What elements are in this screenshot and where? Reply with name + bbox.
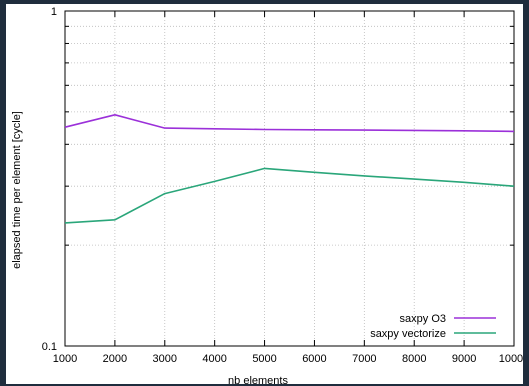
x-tick-label: 1000 — [53, 353, 77, 365]
y-tick-label: 1 — [51, 6, 57, 18]
x-tick-label: 10000 — [499, 353, 523, 365]
series-line-saxpy-o3 — [64, 114, 515, 133]
line-chart: 1000 2000 3000 4000 5000 6000 7000 8000 9000 1000… — [11, 6, 523, 384]
x-tick-label: 2000 — [103, 353, 127, 365]
grid-lines — [65, 11, 514, 346]
x-tick-label: 8000 — [402, 353, 426, 365]
tick-labels: 1000 2000 3000 4000 5000 6000 7000 8000 9000 1000… — [42, 6, 523, 365]
axes — [64, 10, 515, 347]
x-tick-label: 9000 — [452, 353, 476, 365]
plot-border — [64, 10, 515, 347]
x-tick-label: 6000 — [302, 353, 326, 365]
x-tick-label: 7000 — [352, 353, 376, 365]
x-tick-label: 5000 — [252, 353, 276, 365]
chart-frame: 1000 2000 3000 4000 5000 6000 7000 8000 9000 1000… — [6, 4, 523, 384]
series-lines — [64, 114, 515, 224]
x-tick-label: 4000 — [202, 353, 226, 365]
y-axis-label: elapsed time per element [cycle] — [11, 111, 23, 269]
series-line-saxpy-vectorize — [64, 167, 515, 224]
legend-label-saxpy-o3: saxpy O3 — [400, 313, 446, 325]
legend: saxpy O3 saxpy vectorize — [370, 313, 496, 340]
x-tick-label: 3000 — [153, 353, 177, 365]
x-axis-label: nb elements — [228, 375, 288, 384]
legend-label-saxpy-vectorize: saxpy vectorize — [370, 328, 446, 340]
y-tick-label: 0.1 — [42, 341, 57, 353]
